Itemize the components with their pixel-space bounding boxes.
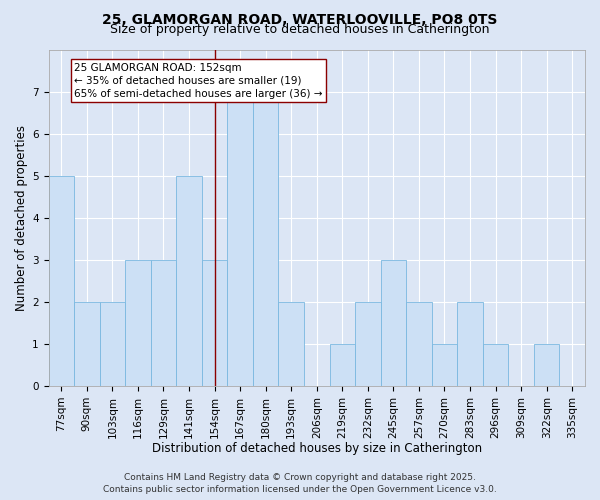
Bar bbox=[202, 260, 227, 386]
Bar bbox=[278, 302, 304, 386]
Text: 25, GLAMORGAN ROAD, WATERLOOVILLE, PO8 0TS: 25, GLAMORGAN ROAD, WATERLOOVILLE, PO8 0… bbox=[103, 12, 497, 26]
Bar bbox=[406, 302, 432, 386]
Bar bbox=[380, 260, 406, 386]
Bar bbox=[253, 92, 278, 386]
Bar bbox=[227, 92, 253, 386]
Bar bbox=[125, 260, 151, 386]
Text: Contains HM Land Registry data © Crown copyright and database right 2025.
Contai: Contains HM Land Registry data © Crown c… bbox=[103, 472, 497, 494]
Bar bbox=[151, 260, 176, 386]
Bar bbox=[74, 302, 100, 386]
Y-axis label: Number of detached properties: Number of detached properties bbox=[15, 125, 28, 311]
Bar bbox=[329, 344, 355, 386]
Bar bbox=[355, 302, 380, 386]
Text: Size of property relative to detached houses in Catherington: Size of property relative to detached ho… bbox=[110, 22, 490, 36]
X-axis label: Distribution of detached houses by size in Catherington: Distribution of detached houses by size … bbox=[152, 442, 482, 455]
Bar bbox=[49, 176, 74, 386]
Bar bbox=[483, 344, 508, 386]
Bar bbox=[534, 344, 559, 386]
Bar bbox=[100, 302, 125, 386]
Bar bbox=[432, 344, 457, 386]
Bar bbox=[457, 302, 483, 386]
Bar bbox=[176, 176, 202, 386]
Text: 25 GLAMORGAN ROAD: 152sqm
← 35% of detached houses are smaller (19)
65% of semi-: 25 GLAMORGAN ROAD: 152sqm ← 35% of detac… bbox=[74, 62, 323, 99]
